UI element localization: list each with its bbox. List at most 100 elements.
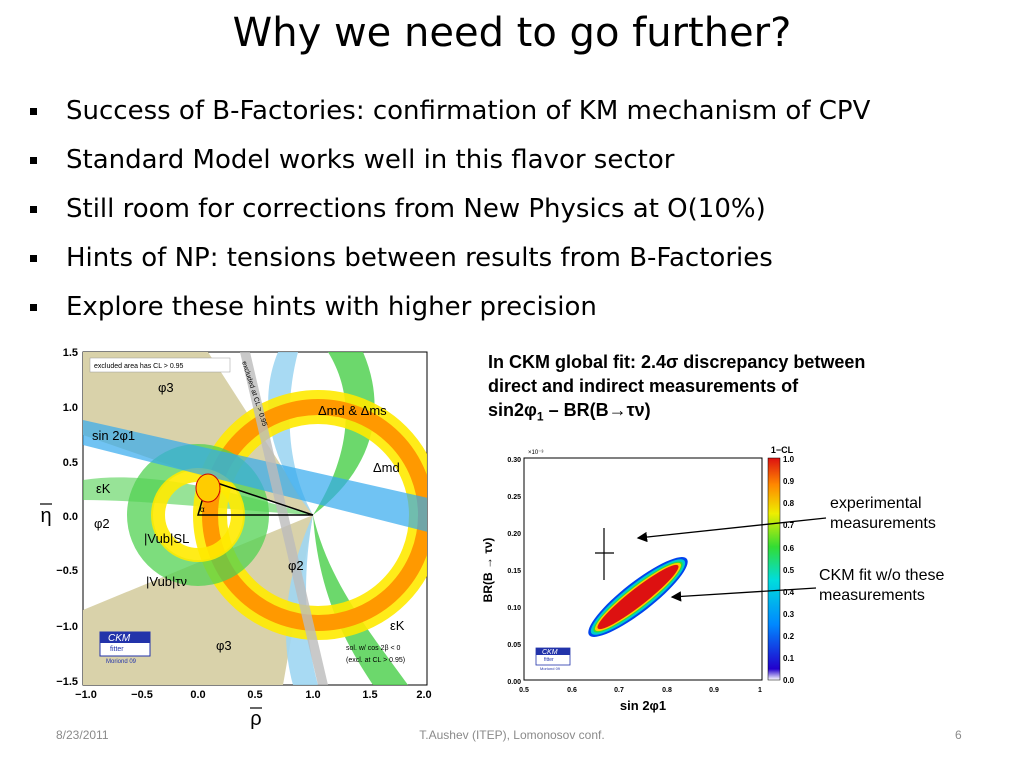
- svg-text:0.15: 0.15: [507, 568, 521, 575]
- svg-text:0.2: 0.2: [783, 632, 795, 641]
- legend-box: [89, 357, 231, 373]
- legend-box-text: excluded area has CL > 0.95: [94, 363, 184, 370]
- bullet-item: Success of B-Factories: confirmation of …: [28, 92, 870, 141]
- x-tick: 1.0: [305, 689, 320, 701]
- logo-sub-text: Moriond 09: [106, 659, 137, 665]
- br-vs-sin2phi1-plot: 1−CL 1.0 0.9 0.8 0.7 0.6 0.5 0.4 0.3 0.2…: [481, 445, 795, 713]
- y-tick: −1.0: [56, 621, 78, 633]
- svg-text:0.9: 0.9: [783, 477, 795, 486]
- note-line3: sin2φ1 – BR(B→τν): [488, 400, 651, 424]
- svg-text:0.8: 0.8: [662, 687, 672, 694]
- bullet-text: Success of B-Factories: confirmation of …: [66, 96, 871, 126]
- svg-text:0.6: 0.6: [783, 544, 795, 553]
- note-line2: direct and indirect measurements of: [488, 376, 799, 396]
- svg-text:0.4: 0.4: [783, 588, 795, 597]
- apex-contour: [195, 473, 221, 503]
- bullet-item: Explore these hints with higher precisio…: [28, 288, 870, 337]
- y-tick: 0.0: [63, 511, 78, 523]
- svg-text:fitter: fitter: [544, 657, 554, 663]
- ckmfitter-logo-small: CKM fitter Moriond 09: [535, 647, 571, 671]
- svg-text:0.25: 0.25: [507, 494, 521, 501]
- colorbar-title: 1−CL: [771, 445, 794, 455]
- note-line1: In CKM global fit: 2.4σ discrepancy betw…: [488, 352, 866, 372]
- slide-title: Why we need to go further?: [232, 10, 792, 56]
- x-tick: 0.0: [190, 689, 205, 701]
- svg-text:0.00: 0.00: [507, 679, 521, 686]
- x-tick: 0.5: [247, 689, 262, 701]
- logo-fitter-text: fitter: [110, 646, 124, 653]
- heatmap-y-ticks: 0.30 0.25 0.20 0.15 0.10 0.05 0.00: [507, 457, 521, 686]
- label-phi3-top: φ3: [158, 380, 174, 395]
- x-axis-label: ρ: [250, 708, 261, 730]
- ckm-fit-contour: [588, 557, 688, 637]
- footer-page-number: 6: [955, 728, 962, 742]
- epsk-band-bottom: [313, 515, 408, 685]
- x-tick: −0.5: [131, 689, 153, 701]
- svg-text:0.05: 0.05: [507, 642, 521, 649]
- arrow-ckm-fit: [670, 587, 817, 602]
- y-tick: −1.5: [56, 676, 78, 688]
- colorbar-ticks: 1.0 0.9 0.8 0.7 0.6 0.5 0.4 0.3 0.2 0.1 …: [783, 455, 795, 685]
- svg-text:0.9: 0.9: [709, 687, 719, 694]
- svg-text:CKM: CKM: [542, 649, 558, 656]
- x-tick-labels: −1.0 −0.5 0.0 0.5 1.0 1.5 2.0: [75, 689, 432, 701]
- x-tick: 1.5: [362, 689, 377, 701]
- svg-text:0.7: 0.7: [614, 687, 624, 694]
- footer-center: T.Aushev (ITEP), Lomonosov conf.: [419, 728, 605, 742]
- discrepancy-note: In CKM global fit: 2.4σ discrepancy betw…: [488, 350, 988, 429]
- measurement-point: [595, 528, 614, 580]
- svg-text:0.30: 0.30: [507, 457, 521, 464]
- label-sol-line2: (excl. at CL > 0.95): [346, 657, 405, 664]
- callout-experimental: experimental measurements: [830, 495, 936, 532]
- svg-text:0.1: 0.1: [783, 654, 795, 663]
- svg-text:Moriond 09: Moriond 09: [540, 666, 561, 671]
- svg-text:1.0: 1.0: [783, 455, 795, 464]
- heatmap-multiplier: ×10⁻³: [528, 450, 543, 456]
- bullet-item: Hints of NP: tensions between results fr…: [28, 239, 870, 288]
- label-phi3-bottom: φ3: [216, 638, 232, 653]
- x-tick: −1.0: [75, 689, 97, 701]
- logo-ckm-text: CKM: [108, 633, 131, 644]
- heatmap-frame: [523, 457, 763, 681]
- label-epsk-left: εK: [96, 481, 111, 496]
- svg-text:0.0: 0.0: [783, 676, 795, 685]
- svg-text:1: 1: [758, 687, 762, 694]
- svg-text:0.8: 0.8: [783, 499, 795, 508]
- label-dmd-dms: Δmd & Δms: [318, 403, 387, 418]
- epsk-band-top: [313, 352, 375, 515]
- label-vub-sl: |Vub|SL: [144, 531, 189, 546]
- svg-text:0.5: 0.5: [783, 566, 795, 575]
- excluded-band: [240, 352, 328, 685]
- y-tick: −0.5: [56, 565, 78, 577]
- arrow-experimental: [636, 517, 827, 543]
- callout-ckm-fit: CKM fit w/o these measurements: [819, 567, 945, 604]
- bullet-icon: [30, 206, 37, 213]
- footer-date: 8/23/2011: [56, 728, 109, 742]
- bullet-text: Still room for corrections from New Phys…: [66, 194, 766, 224]
- x-tick: 2.0: [416, 689, 431, 701]
- label-epsk-right: εK: [390, 618, 405, 633]
- bullet-icon: [30, 157, 37, 164]
- colorbar: [767, 457, 781, 681]
- y-tick: 1.5: [63, 347, 78, 359]
- bullet-text: Hints of NP: tensions between results fr…: [66, 243, 773, 273]
- ckm-triangle-plot: excluded area has CL > 0.95 φ3 sin 2φ1 Δ…: [40, 347, 432, 730]
- heatmap-y-label: BR(B → τν): [481, 538, 495, 603]
- svg-text:0.20: 0.20: [507, 531, 521, 538]
- heatmap-x-label: sin 2φ1: [620, 698, 666, 713]
- svg-text:0.5: 0.5: [519, 687, 529, 694]
- label-dmd: Δmd: [373, 460, 400, 475]
- svg-text:0.7: 0.7: [783, 521, 795, 530]
- y-tick-labels: 1.5 1.0 0.5 0.0 −0.5 −1.0 −1.5: [56, 347, 78, 688]
- label-phi2-left: φ2: [94, 516, 110, 531]
- y-tick: 1.0: [63, 402, 78, 414]
- svg-text:0.10: 0.10: [507, 605, 521, 612]
- bullet-list: Success of B-Factories: confirmation of …: [28, 92, 870, 337]
- bullet-text: Standard Model works well in this flavor…: [66, 145, 675, 175]
- ckmfitter-logo: CKM fitter Moriond 09: [99, 631, 151, 665]
- bullet-text: Explore these hints with higher precisio…: [66, 292, 597, 322]
- label-alpha: α: [200, 505, 205, 514]
- bullet-icon: [30, 108, 37, 115]
- svg-text:0.3: 0.3: [783, 610, 795, 619]
